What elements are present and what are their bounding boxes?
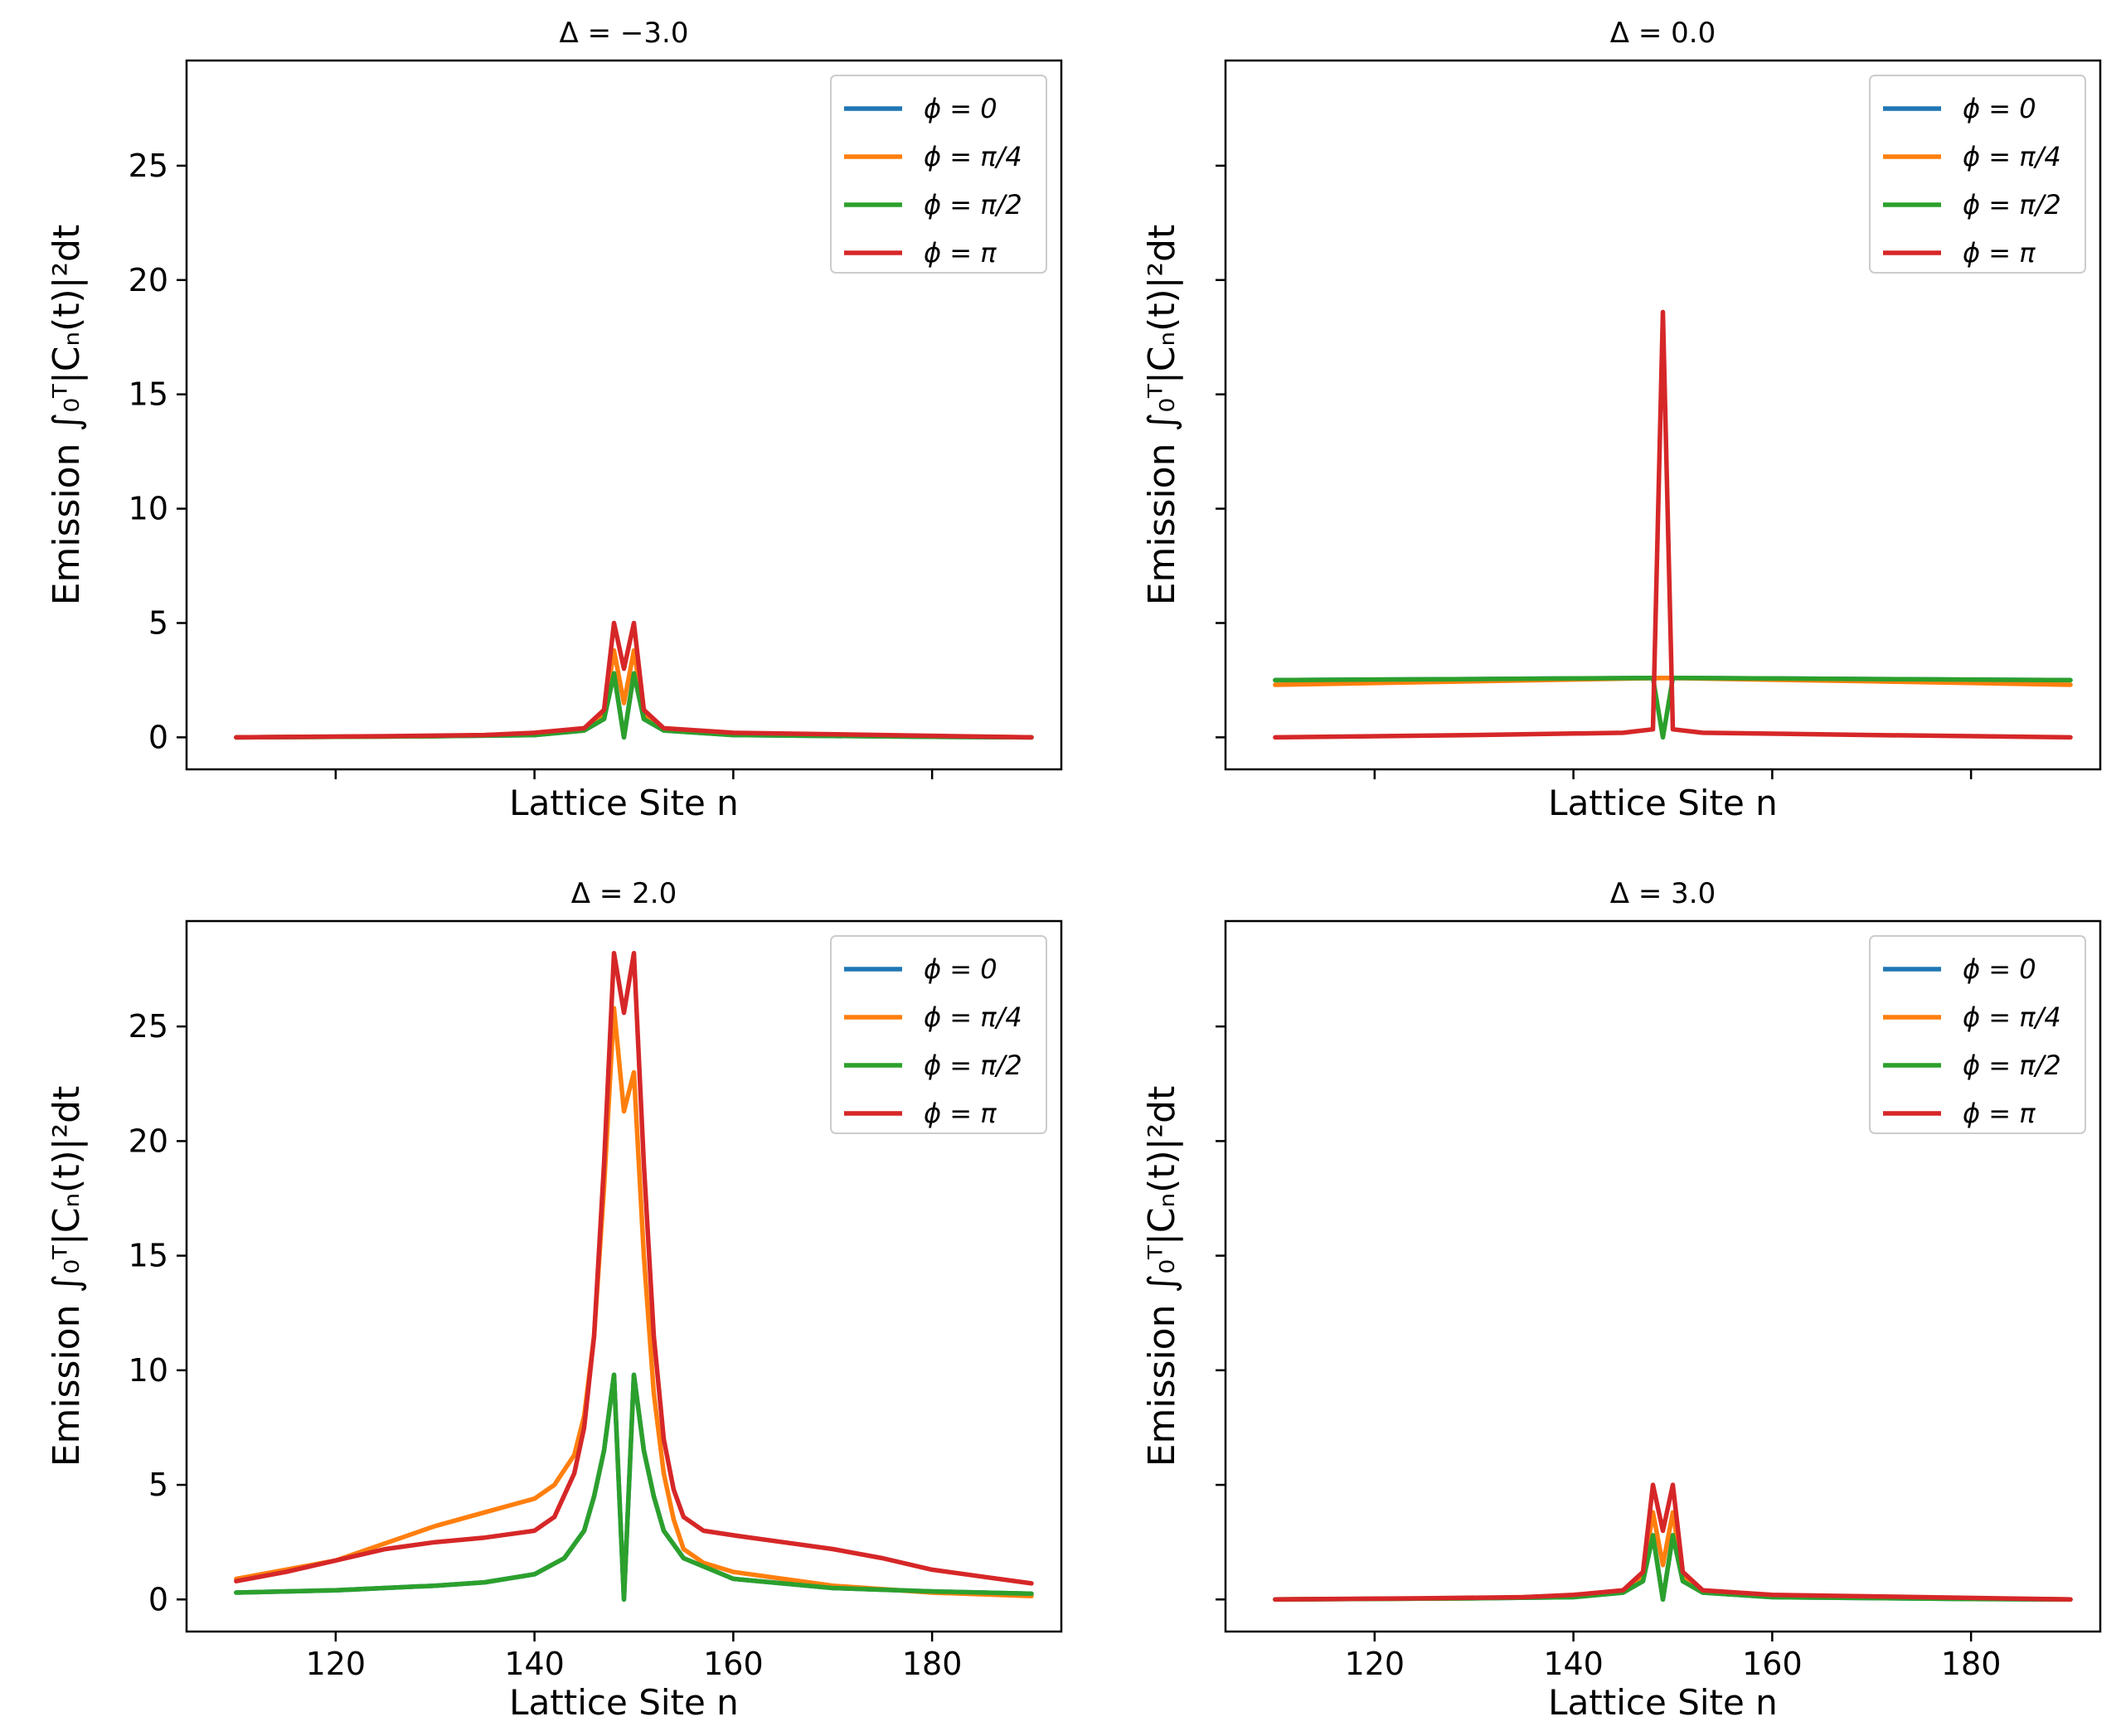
y-tick-label: 0	[148, 719, 168, 755]
y-tick-label: 15	[129, 376, 168, 413]
y-axis-label: Emission ∫₀ᵀ|Cₙ(t)|²dt	[46, 225, 88, 606]
x-tick-label: 140	[504, 1646, 565, 1682]
y-tick-label: 20	[129, 1123, 168, 1159]
y-tick-label: 5	[148, 604, 168, 641]
legend: ϕ = 0 ϕ = π/4 ϕ = π/2 ϕ = π	[1869, 75, 2086, 274]
series-group	[234, 950, 1034, 1603]
y-tick-label: 20	[129, 262, 168, 298]
legend-label: ϕ = 0	[924, 953, 997, 985]
x-tick-label: 120	[1345, 1646, 1405, 1682]
y-tick-label: 5	[148, 1467, 168, 1503]
legend-box	[830, 935, 1047, 1134]
panel-title: Δ = 0.0	[1610, 17, 1716, 50]
y-tick-label: 0	[148, 1581, 168, 1617]
x-tick-label: 120	[306, 1646, 366, 1682]
panel-title: Δ = −3.0	[560, 17, 689, 50]
series-line-phi-pi-4	[234, 647, 1034, 740]
x-tick-label: 180	[1941, 1646, 2002, 1682]
legend-label: ϕ = π/4	[1963, 141, 2061, 172]
legend-label: ϕ = π	[1963, 237, 2036, 269]
legend-label: ϕ = 0	[924, 93, 997, 124]
legend-label: ϕ = 0	[1963, 93, 2036, 124]
series-line-phi-pi-2	[234, 671, 1034, 740]
y-tick-label: 10	[129, 1352, 168, 1389]
legend-label: ϕ = 0	[1963, 953, 2036, 985]
series-line-phi-pi-2	[1273, 675, 2073, 740]
x-axis-label: Lattice Site n	[1548, 783, 1778, 823]
series-line-phi-pi	[234, 620, 1034, 740]
x-axis-label: Lattice Site n	[1548, 1682, 1778, 1723]
series-line-phi-pi-4	[234, 1006, 1034, 1598]
series-group	[1273, 1482, 2073, 1603]
legend-label: ϕ = π/4	[1963, 1001, 2061, 1033]
y-tick-label: 25	[129, 148, 168, 184]
panel-title: Δ = 3.0	[1610, 877, 1716, 910]
x-tick-label: 140	[1543, 1646, 1604, 1682]
series-line-phi-pi-2	[1273, 1533, 2073, 1603]
y-tick-label: 10	[129, 491, 168, 527]
y-axis-label: Emission ∫₀ᵀ|Cₙ(t)|²dt	[1141, 1086, 1183, 1467]
legend-box	[1869, 935, 2086, 1134]
axes-frame	[185, 919, 1063, 1633]
legend-label: ϕ = π	[1963, 1098, 2036, 1129]
series-line-phi-pi-2	[234, 1372, 1034, 1603]
panel-3: Δ = 2.0 120 140 160 180 0 5 10 15 20 25 Lattice Sit…	[46, 877, 1063, 1723]
legend: ϕ = 0 ϕ = π/4 ϕ = π/2 ϕ = π	[1869, 935, 2086, 1134]
series-line-phi-pi-4	[1273, 1510, 2073, 1603]
legend-label: ϕ = π	[924, 1098, 997, 1129]
y-axis-label: Emission ∫₀ᵀ|Cₙ(t)|²dt	[46, 1086, 88, 1467]
legend-box	[830, 75, 1047, 274]
y-axis-label: Emission ∫₀ᵀ|Cₙ(t)|²dt	[1141, 225, 1183, 606]
y-tick-label: 15	[129, 1238, 168, 1274]
y-tick-label: 25	[129, 1008, 168, 1045]
series-line-phi-pi-4	[1273, 675, 2073, 687]
legend-label: ϕ = π/2	[924, 189, 1022, 221]
series-line-phi-pi	[1273, 1482, 2073, 1603]
panel-2: Δ = 0.0 Lattice Site n Emission ∫₀ᵀ|Cₙ(t)|…	[1141, 17, 2102, 823]
panel-1: Δ = −3.0 0 5 10 15 20 25 Lattice Site n Emission…	[46, 17, 1063, 823]
series-line-phi-pi	[234, 950, 1034, 1586]
legend-label: ϕ = π/2	[1963, 189, 2061, 221]
axes-frame	[1224, 919, 2102, 1633]
legend-label: ϕ = π/2	[924, 1050, 1022, 1081]
legend-label: ϕ = π/2	[1963, 1050, 2061, 1081]
series-group	[234, 620, 1034, 740]
x-tick-label: 180	[902, 1646, 963, 1682]
legend-label: ϕ = π/4	[924, 1001, 1022, 1033]
legend-box	[1869, 75, 2086, 274]
legend: ϕ = 0 ϕ = π/4 ϕ = π/2 ϕ = π	[830, 935, 1047, 1134]
axes-frame	[1224, 59, 2102, 771]
x-tick-label: 160	[1742, 1646, 1803, 1682]
x-axis-label: Lattice Site n	[509, 783, 739, 823]
series-line-phi-pi	[1273, 309, 2073, 740]
x-tick-label: 160	[703, 1646, 764, 1682]
panel-4: Δ = 3.0 120 140 160 180 Lattice Site n Emissio…	[1141, 877, 2102, 1723]
panel-title: Δ = 2.0	[571, 877, 677, 910]
legend: ϕ = 0 ϕ = π/4 ϕ = π/2 ϕ = π	[830, 75, 1047, 274]
legend-label: ϕ = π	[924, 237, 997, 269]
legend-label: ϕ = π/4	[924, 141, 1022, 172]
axes-frame	[185, 59, 1063, 771]
series-group	[1273, 309, 2073, 740]
x-axis-label: Lattice Site n	[509, 1682, 739, 1723]
